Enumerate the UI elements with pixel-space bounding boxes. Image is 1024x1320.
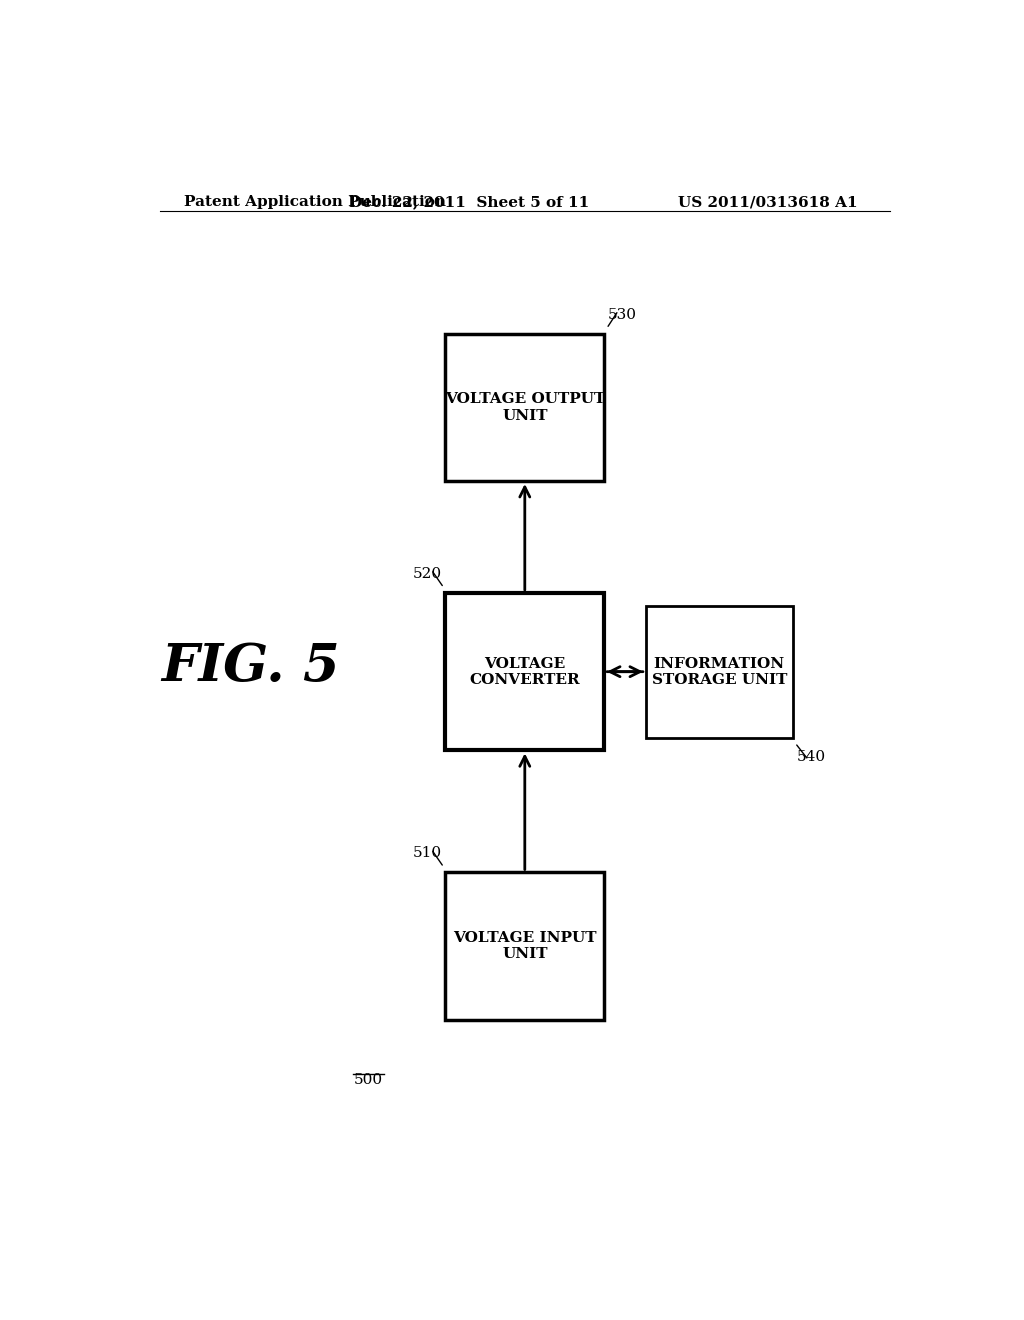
- Bar: [445, 334, 604, 480]
- Text: 510: 510: [413, 846, 441, 861]
- Text: 500: 500: [354, 1073, 383, 1088]
- Text: Patent Application Publication: Patent Application Publication: [183, 195, 445, 209]
- Text: 540: 540: [797, 750, 825, 764]
- Text: Dec. 22, 2011  Sheet 5 of 11: Dec. 22, 2011 Sheet 5 of 11: [349, 195, 590, 209]
- Text: VOLTAGE
CONVERTER: VOLTAGE CONVERTER: [469, 656, 581, 686]
- Text: 520: 520: [413, 566, 441, 581]
- Text: 530: 530: [608, 308, 637, 322]
- Bar: [445, 593, 604, 751]
- Text: FIG. 5: FIG. 5: [162, 642, 340, 692]
- Text: INFORMATION
STORAGE UNIT: INFORMATION STORAGE UNIT: [651, 656, 786, 686]
- Bar: [646, 606, 793, 738]
- Text: VOLTAGE OUTPUT
UNIT: VOLTAGE OUTPUT UNIT: [444, 392, 605, 422]
- Text: VOLTAGE INPUT
UNIT: VOLTAGE INPUT UNIT: [453, 931, 597, 961]
- Text: US 2011/0313618 A1: US 2011/0313618 A1: [679, 195, 858, 209]
- Bar: [445, 873, 604, 1020]
